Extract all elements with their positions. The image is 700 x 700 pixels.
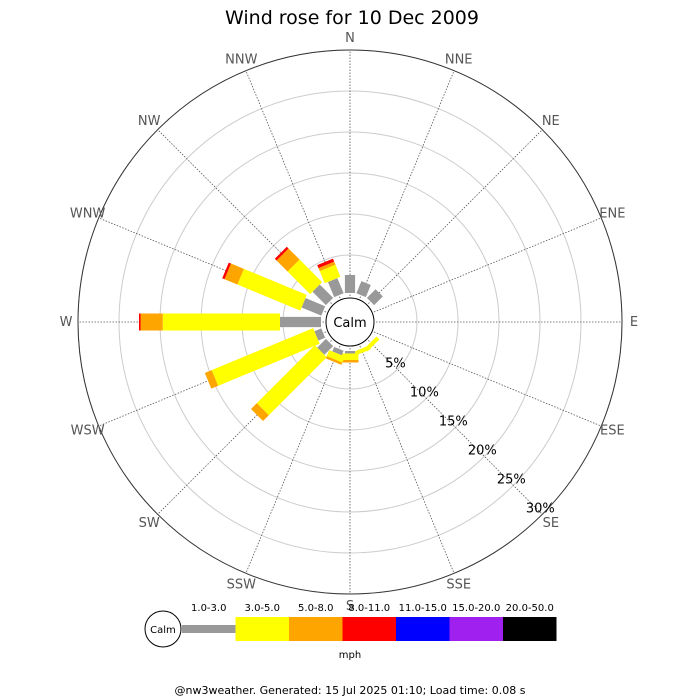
direction-label-w: W (60, 315, 73, 330)
bar-wnw-bin-0 (301, 298, 326, 316)
legend-unit-label: mph (339, 650, 361, 661)
direction-label-nw: NW (138, 114, 161, 129)
bar-s-bin-0 (344, 351, 356, 354)
bar-n-bin-0 (344, 274, 356, 293)
spoke-ese (373, 331, 602, 427)
legend-bin-label: 3.0-5.0 (245, 603, 280, 614)
bar-wnw-bin-2 (224, 263, 244, 285)
legend-swatch-1 (235, 617, 289, 641)
bar-ne-bin-0 (366, 289, 383, 306)
bar-nnw-bin-3 (317, 258, 335, 269)
bar-wnw-bin-3 (222, 262, 232, 280)
radial-tick-label: 10% (410, 385, 439, 400)
spoke-ene (373, 217, 602, 313)
outer-ring (77, 49, 623, 595)
bar-nnw-bin-2 (318, 261, 336, 272)
bar-w-bin-2 (140, 313, 163, 331)
legend-calm-label: Calm (150, 625, 176, 636)
radial-tick-labels: 5% 10%15%20%25%30% (385, 356, 555, 516)
chart-title: Wind rose for 10 Dec 2009 (225, 7, 479, 29)
direction-labels: N NNE NE ENE E ESE SE SSE S SSW SW WSW W WNW NW NNW (60, 31, 639, 614)
radial-tick-label: 15% (439, 414, 468, 429)
legend-swatch-4 (396, 617, 450, 641)
legend-swatch-0 (182, 625, 236, 633)
bar-wsw-bin-1 (211, 328, 320, 386)
radial-tick-label: 20% (468, 443, 497, 458)
bar-nw-bin-3 (274, 246, 289, 261)
legend-bin-label: 8.0-11.0 (348, 603, 390, 614)
bar-nw-bin-2 (276, 248, 300, 272)
bar-wnw-bin-1 (237, 268, 307, 311)
legend-bin-label: 1.0-3.0 (191, 603, 226, 614)
legend-bin-label: 5.0-8.0 (298, 603, 333, 614)
spoke-nnw (245, 70, 341, 299)
direction-label-ne: NE (542, 114, 560, 129)
bar-nnw-bin-1 (319, 264, 341, 284)
direction-label-s: S (346, 599, 354, 614)
direction-label-e: E (630, 315, 638, 330)
bar-nw-bin-0 (312, 284, 334, 306)
bar-sw-bin-0 (317, 338, 334, 355)
direction-label-ese: ESE (600, 424, 625, 439)
bar-s-bin-1 (341, 353, 359, 361)
direction-label-ene: ENE (599, 206, 625, 221)
legend-swatch-3 (342, 617, 396, 641)
footer-text: @nw3weather. Generated: 15 Jul 2025 01:1… (175, 684, 526, 697)
bar-wsw-bin-2 (204, 370, 219, 389)
legend-bin-label: 11.0-15.0 (399, 603, 447, 614)
direction-label-ssw: SSW (227, 577, 257, 592)
direction-label-wnw: WNW (70, 206, 106, 221)
direction-label-sw: SW (139, 516, 160, 531)
bar-ssw-bin-2 (325, 356, 343, 365)
spoke-se (368, 340, 543, 515)
spoke-nne (359, 70, 455, 299)
legend: Calm 1.0-3.0 3.0-5.0 5.0-8.0 8.0-11.0 11.0-1… (144, 603, 557, 661)
legend-bin-label: 20.0-50.0 (506, 603, 554, 614)
spoke-wnw (98, 217, 327, 313)
radial-tick-label: 5% (385, 356, 406, 371)
bar-w-bin-1 (162, 313, 280, 331)
direction-label-sse: SSE (446, 577, 471, 592)
radial-tick-label: 25% (497, 472, 526, 487)
direction-label-se: SE (543, 516, 559, 531)
bar-sw-bin-1 (256, 345, 327, 416)
bar-nw-bin-1 (287, 259, 323, 295)
calm-label: Calm (333, 316, 366, 331)
bar-w-bin-0 (280, 316, 321, 328)
spoke-ssw (245, 345, 341, 574)
bar-ssw-bin-0 (332, 346, 344, 356)
bar-sse-bin-1 (353, 345, 371, 356)
bar-wsw-bin-0 (314, 328, 326, 341)
direction-label-wsw: WSW (71, 424, 105, 439)
legend-swatch-2 (289, 617, 343, 641)
spoke-sse (359, 345, 455, 574)
legend-bin-label: 15.0-20.0 (452, 603, 500, 614)
legend-swatch-6 (503, 617, 557, 641)
bar-s-bin-2 (341, 360, 359, 363)
legend-swatch-5 (449, 617, 503, 641)
spoke-sw (157, 340, 332, 515)
spoke-nw (157, 129, 332, 304)
bar-ssw-bin-1 (326, 350, 345, 363)
calm-circle: Calm (325, 297, 375, 347)
direction-label-nnw: NNW (225, 53, 257, 68)
direction-label-nne: NNE (445, 53, 473, 68)
bar-sw-bin-2 (251, 403, 269, 421)
direction-label-n: N (345, 31, 355, 46)
wind-bars (138, 246, 383, 421)
bar-nnw-bin-0 (327, 278, 344, 298)
radial-tick-label: 30% (526, 501, 555, 516)
spoke-ne (368, 129, 543, 304)
bar-nne-bin-0 (356, 281, 371, 298)
bar-w-bin-3 (138, 313, 141, 331)
